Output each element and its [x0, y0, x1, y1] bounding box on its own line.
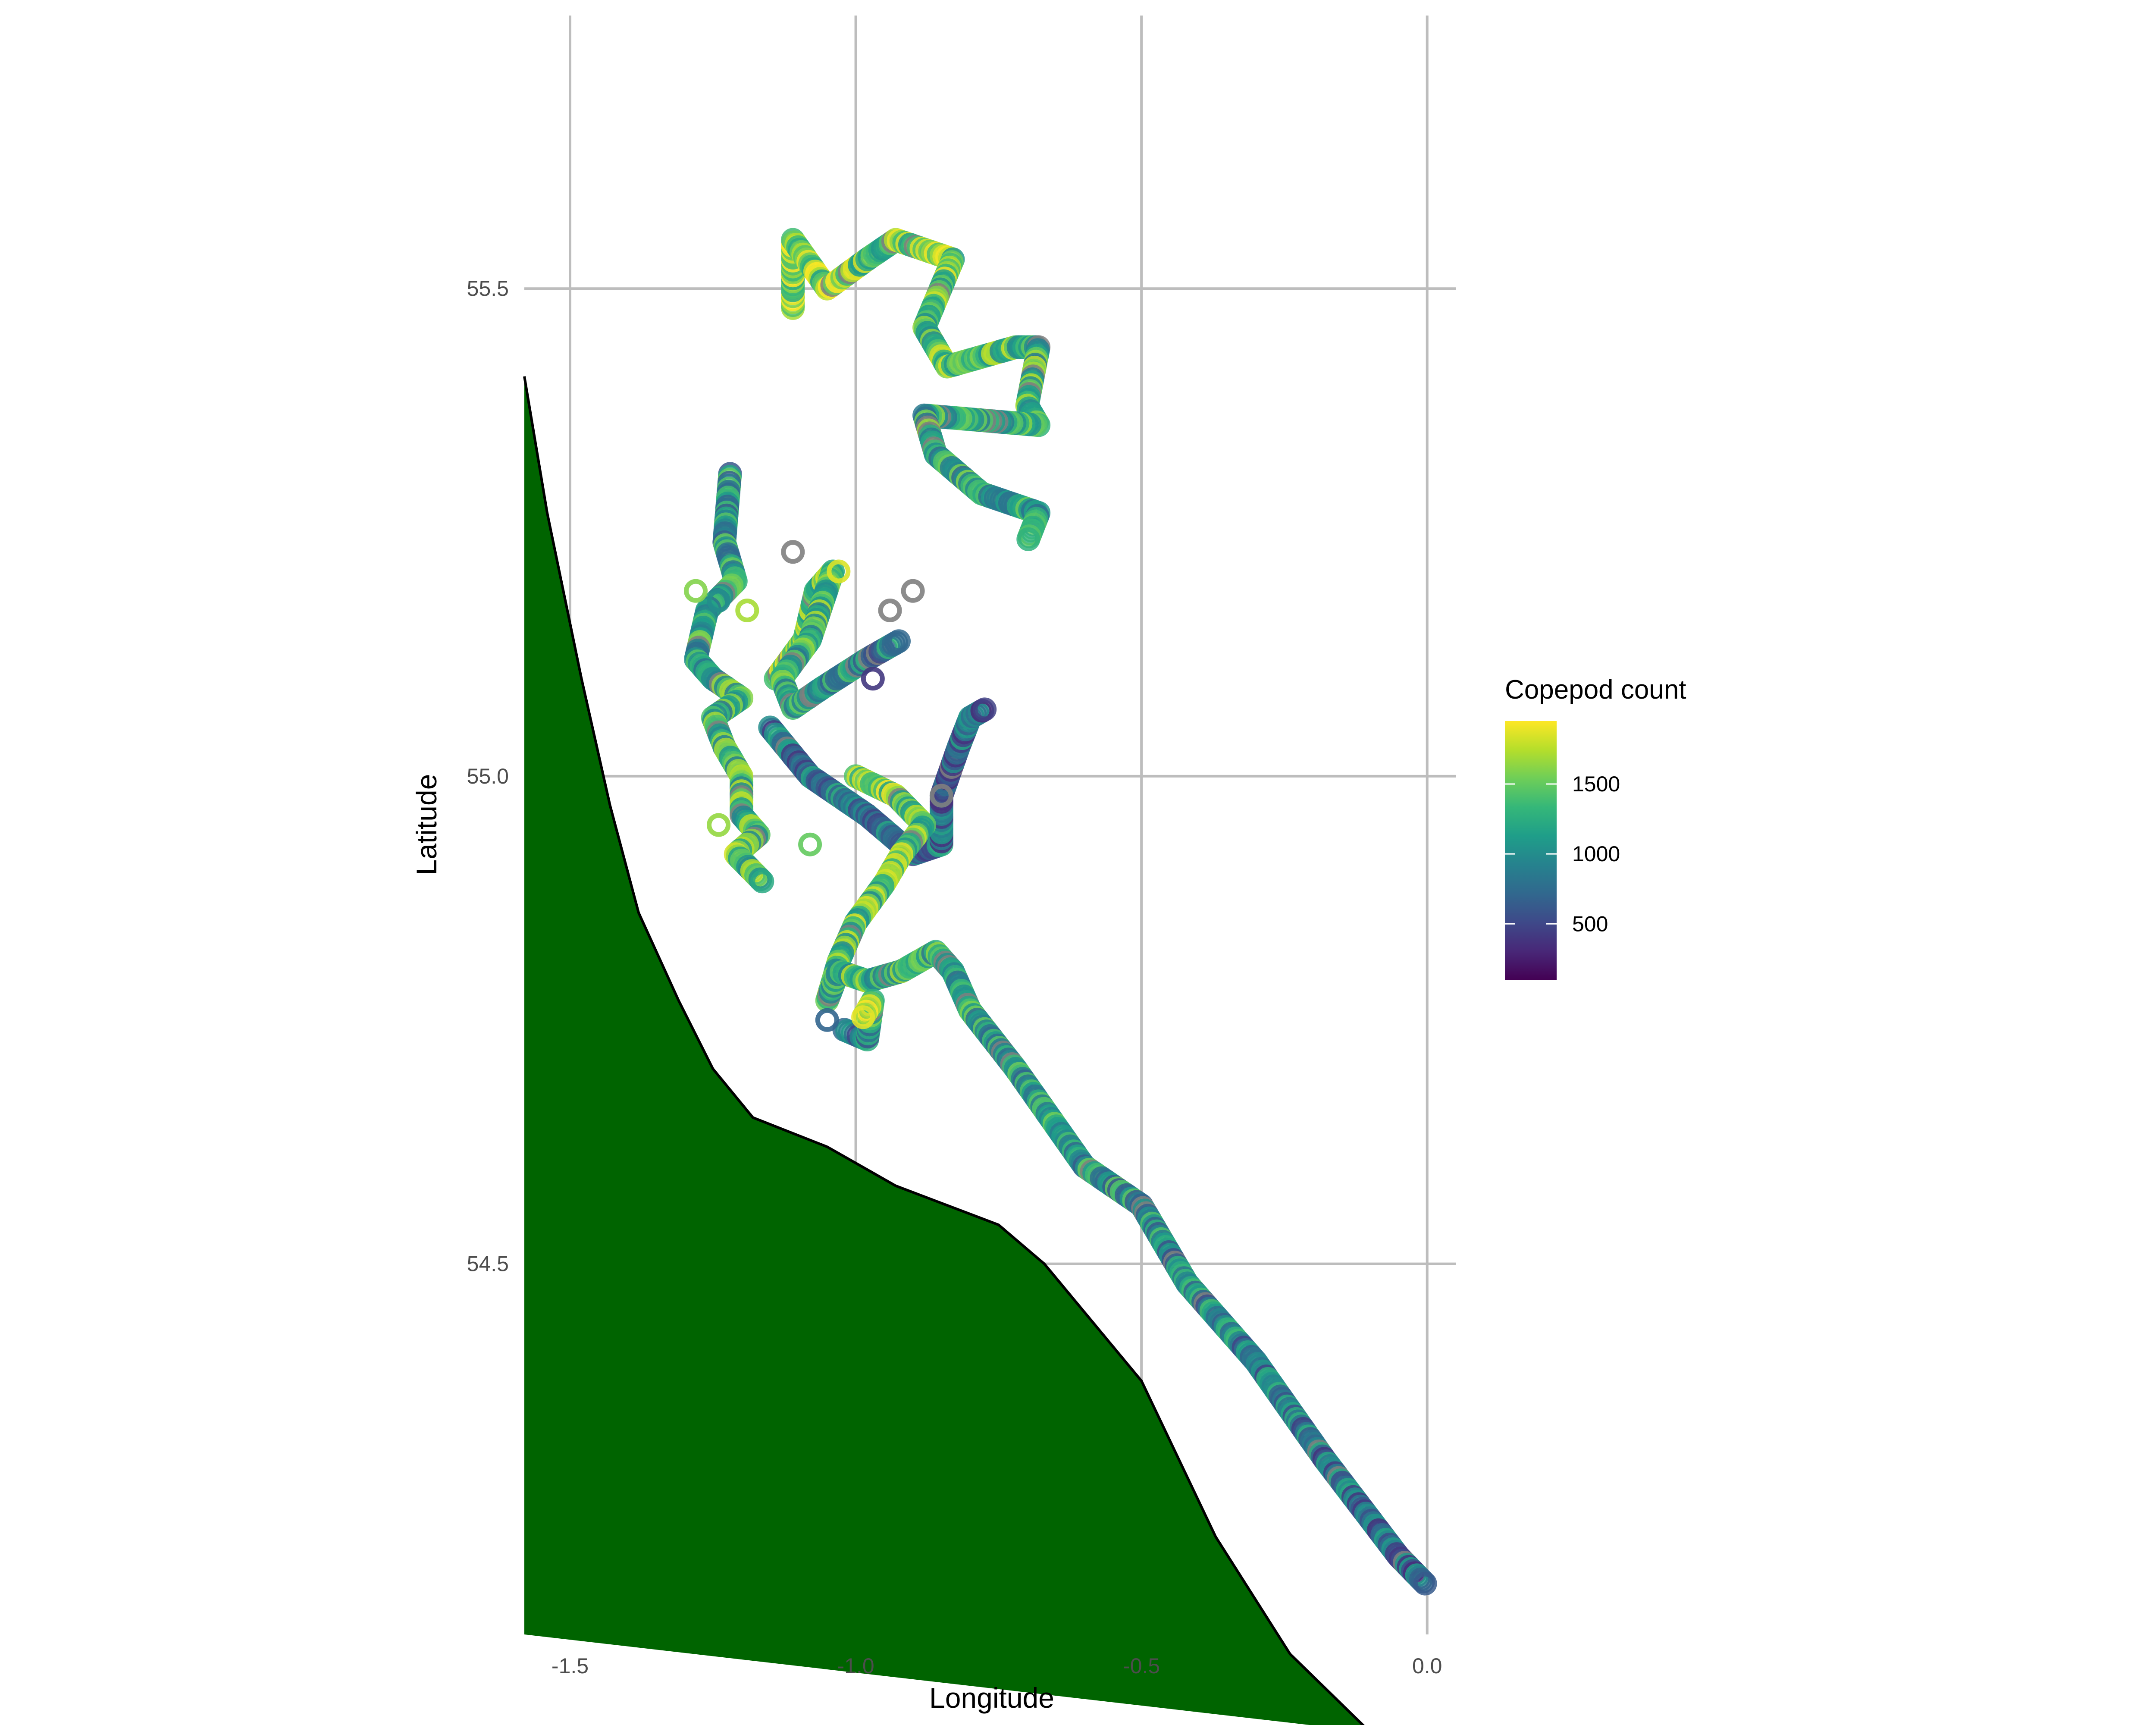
y-tick-label: 55.5: [467, 276, 509, 301]
track-point: [973, 697, 997, 721]
track-point: [1016, 527, 1040, 551]
track-point: [887, 629, 911, 653]
isolated-point: [929, 784, 953, 808]
legend-break-label: 1000: [1572, 842, 1620, 866]
isolated-point: [781, 540, 805, 564]
isolated-point: [901, 579, 925, 603]
legend-break-label: 1500: [1572, 772, 1620, 796]
legend-colorbar: [1505, 721, 1557, 980]
axes: Longitude Latitude -1.5 -1.0 -0.5 0.0 54.5 55…: [411, 276, 1442, 1714]
isolated-point: [861, 667, 885, 691]
isolated-point: [798, 832, 822, 856]
x-tick-label: 0.0: [1412, 1654, 1442, 1678]
y-axis-title: Latitude: [411, 774, 442, 875]
isolated-point: [684, 579, 708, 603]
data-points: [684, 228, 1437, 1596]
legend-break-label: 500: [1572, 912, 1608, 936]
isolated-point: [707, 813, 731, 837]
land-layer: [523, 376, 1365, 1725]
isolated-point: [815, 1008, 839, 1032]
legend-title: Copepod count: [1505, 675, 1686, 705]
legend: Copepod count 500 1000 1500: [1505, 675, 1686, 980]
x-tick-label: -1.0: [837, 1654, 874, 1678]
y-tick-label: 55.0: [467, 764, 509, 788]
x-tick-label: -0.5: [1123, 1654, 1160, 1678]
track-point: [1413, 1571, 1437, 1596]
x-axis-title: Longitude: [929, 1682, 1054, 1714]
track-point: [851, 1005, 875, 1029]
coastline: [523, 376, 1365, 1725]
isolated-point: [827, 559, 851, 583]
land-polygon: [524, 376, 1363, 1725]
isolated-point: [878, 598, 902, 622]
isolated-point: [735, 598, 759, 622]
y-tick-label: 54.5: [467, 1252, 509, 1276]
isolated-point: [707, 589, 731, 613]
track-point: [750, 869, 774, 894]
x-tick-label: -1.5: [552, 1654, 589, 1678]
